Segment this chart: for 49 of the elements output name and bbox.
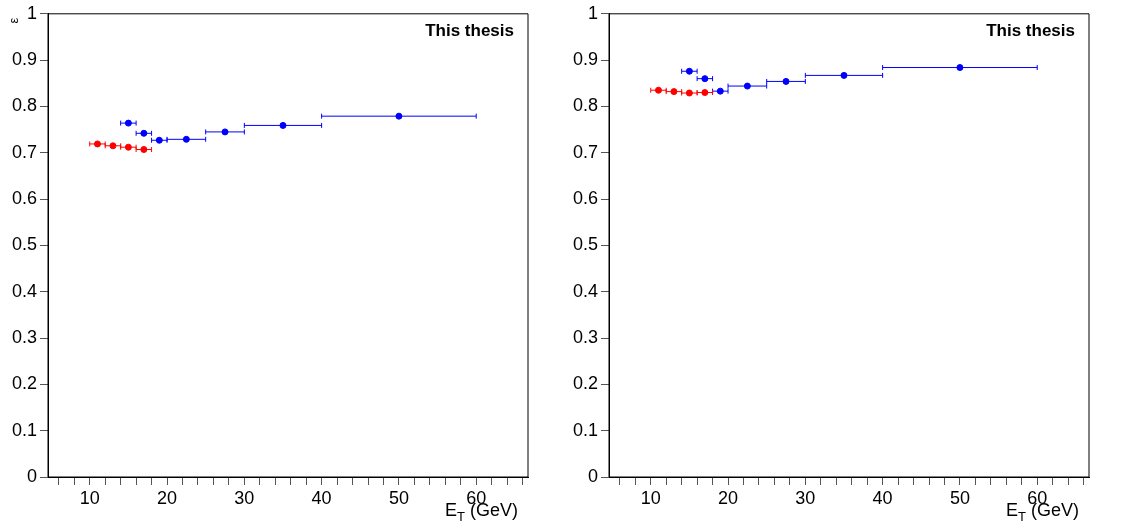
y-tick-label: 0 [587,465,598,486]
x-tick-label: 50 [949,487,970,508]
annotation: This thesis [986,21,1075,41]
y-tick-label: 0.8 [11,95,37,116]
y-tick-label: 0.7 [11,141,37,162]
point [182,135,190,143]
point [395,112,403,120]
x-tick-label: 10 [79,487,100,508]
point [124,143,132,151]
x-tick-label: 20 [157,487,178,508]
y-tick-label: 0.8 [572,95,598,116]
y-tick-label: 0.6 [572,188,598,209]
annotation: This thesis [425,21,514,41]
point [155,136,163,144]
point [140,129,148,137]
point [782,77,790,85]
point [701,89,709,97]
y-tick-label: 0.2 [572,373,598,394]
y-tick-label: 0.4 [572,280,598,301]
y-tick-label: 1 [26,2,37,23]
y-tick-label: 0.3 [11,327,37,348]
x-tick-label: 20 [718,487,739,508]
x-tick-label: 30 [795,487,816,508]
y-tick-label: 0.5 [572,234,598,255]
y-tick-label: 0.2 [11,373,37,394]
y-axis-title: ε [5,17,21,24]
point [840,71,848,79]
point [716,87,724,95]
point [701,75,709,83]
point [109,142,117,150]
x-tick-label: 40 [311,487,332,508]
y-tick-label: 0.4 [11,280,37,301]
point [670,88,678,96]
x-tick-label: 50 [388,487,409,508]
x-tick-label: 30 [234,487,255,508]
y-tick-label: 1 [587,2,598,23]
y-tick-label: 0.9 [11,49,37,70]
y-tick-label: 0.3 [572,327,598,348]
y-tick-label: 0.9 [572,49,598,70]
y-tick-label: 0.6 [11,188,37,209]
y-tick-label: 0.1 [11,419,37,440]
point [685,67,693,75]
y-tick-label: 0.1 [572,419,598,440]
y-tick-label: 0.5 [11,234,37,255]
point [654,86,662,94]
y-tick-label: 0.7 [572,141,598,162]
y-tick-label: 0 [26,465,37,486]
x-tick-label: 40 [872,487,893,508]
x-tick-label: 10 [640,487,661,508]
